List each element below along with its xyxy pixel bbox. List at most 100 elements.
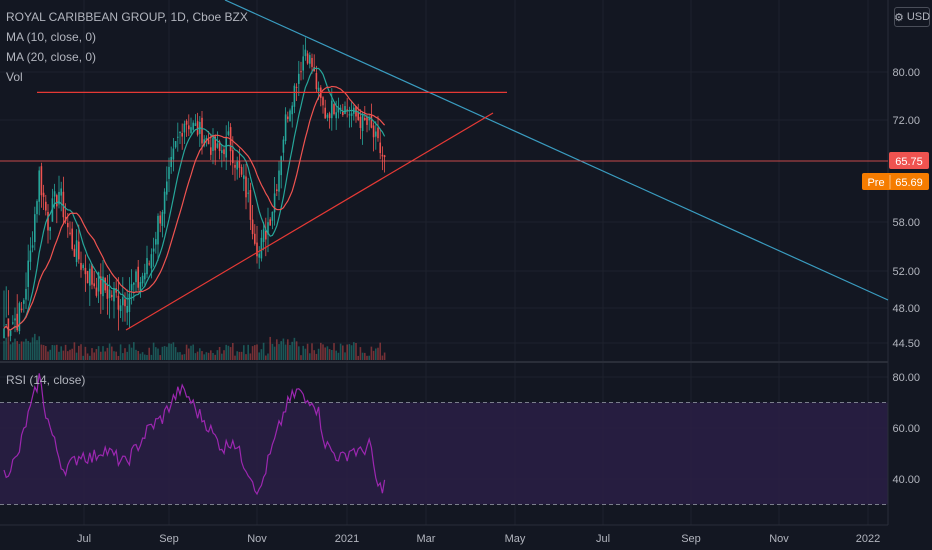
price-tick-3: 58.00	[892, 217, 920, 229]
candle-body-80	[179, 131, 181, 133]
volume-bar-49	[111, 346, 113, 360]
symbol-title[interactable]: ROYAL CARIBBEAN GROUP, 1D, Cboe BZX	[6, 10, 248, 24]
candle-body-167	[370, 115, 373, 128]
candle-body-100	[223, 149, 225, 155]
candle-body-96	[214, 136, 216, 151]
candle-body-105	[234, 164, 236, 168]
candle-body-58	[130, 284, 133, 291]
volume-bar-44	[100, 351, 102, 360]
candle-body-101	[225, 136, 227, 158]
volume-bar-39	[89, 355, 91, 360]
candle-body-122	[271, 211, 274, 221]
candle-body-75	[168, 166, 170, 179]
volume-bar-47	[106, 347, 109, 360]
volume-bar-64	[144, 354, 146, 360]
candle-body-110	[245, 176, 247, 198]
candle-body-73	[163, 191, 166, 214]
candle-body-1	[5, 324, 7, 326]
ma10-legend[interactable]: MA (10, close, 0)	[6, 30, 97, 44]
candle-body-94	[210, 147, 212, 155]
volume-bar-135	[300, 355, 302, 360]
volume-bar-23	[53, 345, 56, 360]
candle-body-64	[144, 272, 146, 280]
candle-body-112	[249, 190, 252, 220]
time-tick-1: Sep	[159, 533, 179, 545]
candle-body-68	[152, 248, 155, 252]
time-axis[interactable]: Jul Sep Nov 2021 Mar May Jul Sep Nov 2022	[77, 533, 880, 545]
candle-body-54	[122, 297, 124, 306]
candle-body-153	[339, 107, 342, 109]
candle-body-138	[306, 53, 309, 64]
candle-body-78	[174, 141, 177, 148]
volume-bar-132	[293, 337, 296, 360]
candle-body-140	[311, 57, 313, 67]
currency-selector[interactable]: ⚙ USD	[894, 7, 930, 27]
volume-bar-21	[49, 349, 51, 360]
candle-body-155	[344, 106, 346, 115]
volume-bar-166	[368, 355, 370, 360]
candle-body-97	[216, 143, 219, 148]
candle-body-60	[135, 271, 137, 283]
time-tick-9: 2022	[856, 533, 880, 545]
volume-bar-14	[34, 333, 36, 360]
volume-bar-81	[181, 354, 183, 360]
volume-bar-45	[102, 346, 104, 360]
volume-bar-67	[150, 354, 153, 360]
candle-body-25	[58, 191, 60, 205]
price-tick-5: 48.00	[892, 303, 920, 315]
volume-bar-122	[271, 343, 274, 360]
candle-body-172	[381, 154, 384, 157]
candle-body-43	[97, 272, 100, 292]
ma20-legend[interactable]: MA (20, close, 0)	[6, 50, 97, 64]
candle-body-104	[232, 150, 234, 164]
volume-bar-34	[78, 345, 80, 360]
volume-bar-128	[284, 344, 287, 360]
volume-bar-55	[124, 348, 126, 360]
candle-body-154	[342, 111, 344, 116]
candle-body-136	[302, 56, 304, 71]
candle-body-52	[117, 295, 120, 310]
last-price-value: 65.75	[895, 156, 923, 168]
candle-body-62	[139, 282, 142, 293]
descending-trend-line[interactable]	[224, 0, 889, 301]
candle-body-30	[69, 232, 71, 234]
volume-bar-10	[25, 338, 27, 360]
volume-bar-31	[71, 348, 73, 360]
volume-bar-72	[161, 346, 164, 360]
ma10-line	[3, 67, 386, 331]
time-tick-4: Mar	[417, 533, 436, 545]
volume-bar-12	[29, 342, 32, 360]
volume-bar-59	[133, 342, 135, 360]
volume-bar-121	[269, 336, 271, 360]
candle-body-114	[254, 233, 256, 244]
volume-bar-126	[280, 341, 282, 360]
volume-bar-147	[326, 346, 329, 360]
volume-legend[interactable]: Vol	[6, 70, 23, 84]
volume-bar-136	[302, 345, 304, 360]
volume-bar-90	[201, 351, 203, 360]
volume-bar-48	[108, 343, 111, 360]
candle-body-3	[9, 330, 12, 336]
volume-bar-63	[141, 352, 144, 360]
time-tick-8: Nov	[769, 533, 789, 545]
price-axis[interactable]: 80.00 72.00 58.00 52.00 48.00 44.50	[892, 67, 920, 350]
time-tick-5: May	[505, 533, 526, 545]
rsi-axis[interactable]: 80.00 60.00 40.00	[892, 372, 920, 486]
volume-bar-32	[73, 342, 76, 360]
volume-bar-157	[348, 344, 351, 360]
volume-bar-83	[185, 344, 188, 360]
volume-bar-41	[93, 352, 95, 360]
candle-body-12	[29, 250, 32, 262]
volume-bar-19	[45, 345, 47, 360]
rsi-legend[interactable]: RSI (14, close)	[6, 373, 86, 387]
candle-body-79	[177, 136, 179, 138]
volume-bar-30	[69, 349, 71, 360]
volume-bar-156	[346, 344, 348, 360]
candle-body-16	[38, 170, 40, 202]
ascending-trend-line[interactable]	[125, 112, 494, 331]
volume-bar-96	[214, 354, 216, 360]
candle-body-44	[100, 276, 102, 295]
volume-bar-150	[333, 343, 335, 360]
volume-bar-37	[84, 346, 87, 360]
